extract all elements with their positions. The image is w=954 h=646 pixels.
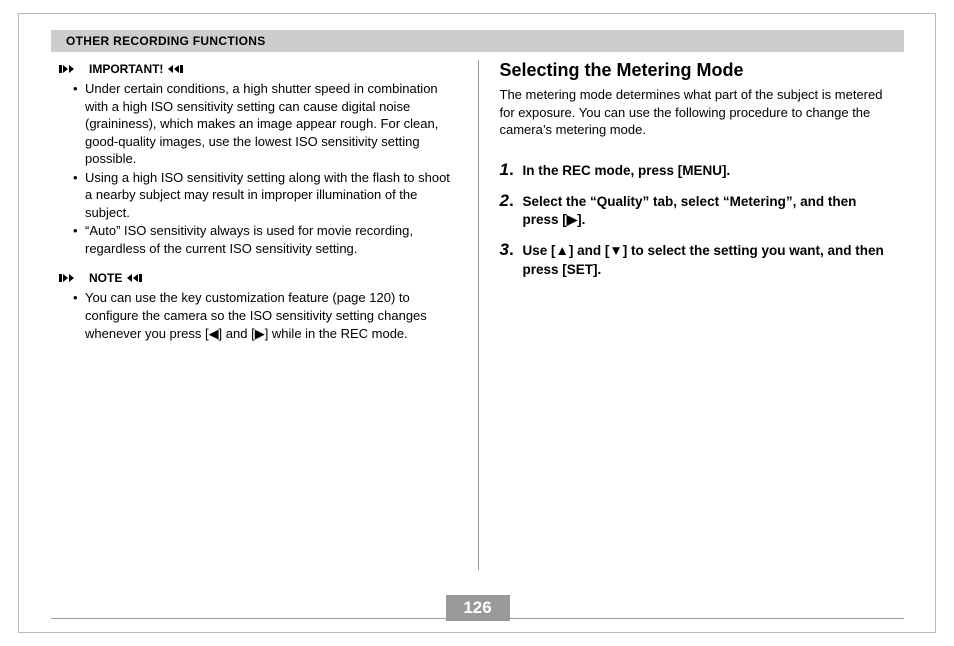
step-item: 2. Select the “Quality” tab, select “Met… [500,192,897,229]
right-column: Selecting the Metering Mode The metering… [478,60,905,580]
decor-arrows-left-icon [167,64,193,74]
note-label: NOTE [89,271,122,285]
note-heading: NOTE [59,271,456,285]
important-heading: IMPORTANT! [59,62,456,76]
step-item: 1. In the REC mode, press [MENU]. [500,161,897,180]
step-item: 3. Use [▲] and [▼] to select the setting… [500,241,897,278]
step-number: 1. [500,161,518,180]
column-divider [478,60,479,570]
important-list: Under certain conditions, a high shutter… [59,80,456,257]
step-number: 3. [500,241,518,260]
list-item: “Auto” ISO sensitivity always is used fo… [85,222,456,257]
note-block: NOTE You can use the key customization f… [59,271,456,342]
step-text: Select the “Quality” tab, select “Meteri… [523,192,897,229]
section-description: The metering mode determines what part o… [500,86,897,139]
decor-arrows-right-icon [59,64,85,74]
note-list: You can use the key customization featur… [59,289,456,342]
step-text: In the REC mode, press [MENU]. [523,161,731,180]
decor-arrows-left-icon [126,273,152,283]
list-item: You can use the key customization featur… [85,289,456,342]
important-label: IMPORTANT! [89,62,163,76]
footer: 126 [51,595,904,621]
section-header-title: OTHER RECORDING FUNCTIONS [66,34,266,48]
left-column: IMPORTANT! Under certain conditions, a h… [51,60,478,580]
list-item: Under certain conditions, a high shutter… [85,80,456,168]
section-header-bar: OTHER RECORDING FUNCTIONS [51,30,904,52]
section-title: Selecting the Metering Mode [500,60,897,81]
steps-list: 1. In the REC mode, press [MENU]. 2. Sel… [500,161,897,279]
content-area: IMPORTANT! Under certain conditions, a h… [51,60,904,580]
decor-arrows-right-icon [59,273,85,283]
step-text: Use [▲] and [▼] to select the setting yo… [523,241,897,278]
list-item: Using a high ISO sensitivity setting alo… [85,169,456,222]
step-number: 2. [500,192,518,211]
important-block: IMPORTANT! Under certain conditions, a h… [59,62,456,257]
page-number: 126 [446,595,510,621]
